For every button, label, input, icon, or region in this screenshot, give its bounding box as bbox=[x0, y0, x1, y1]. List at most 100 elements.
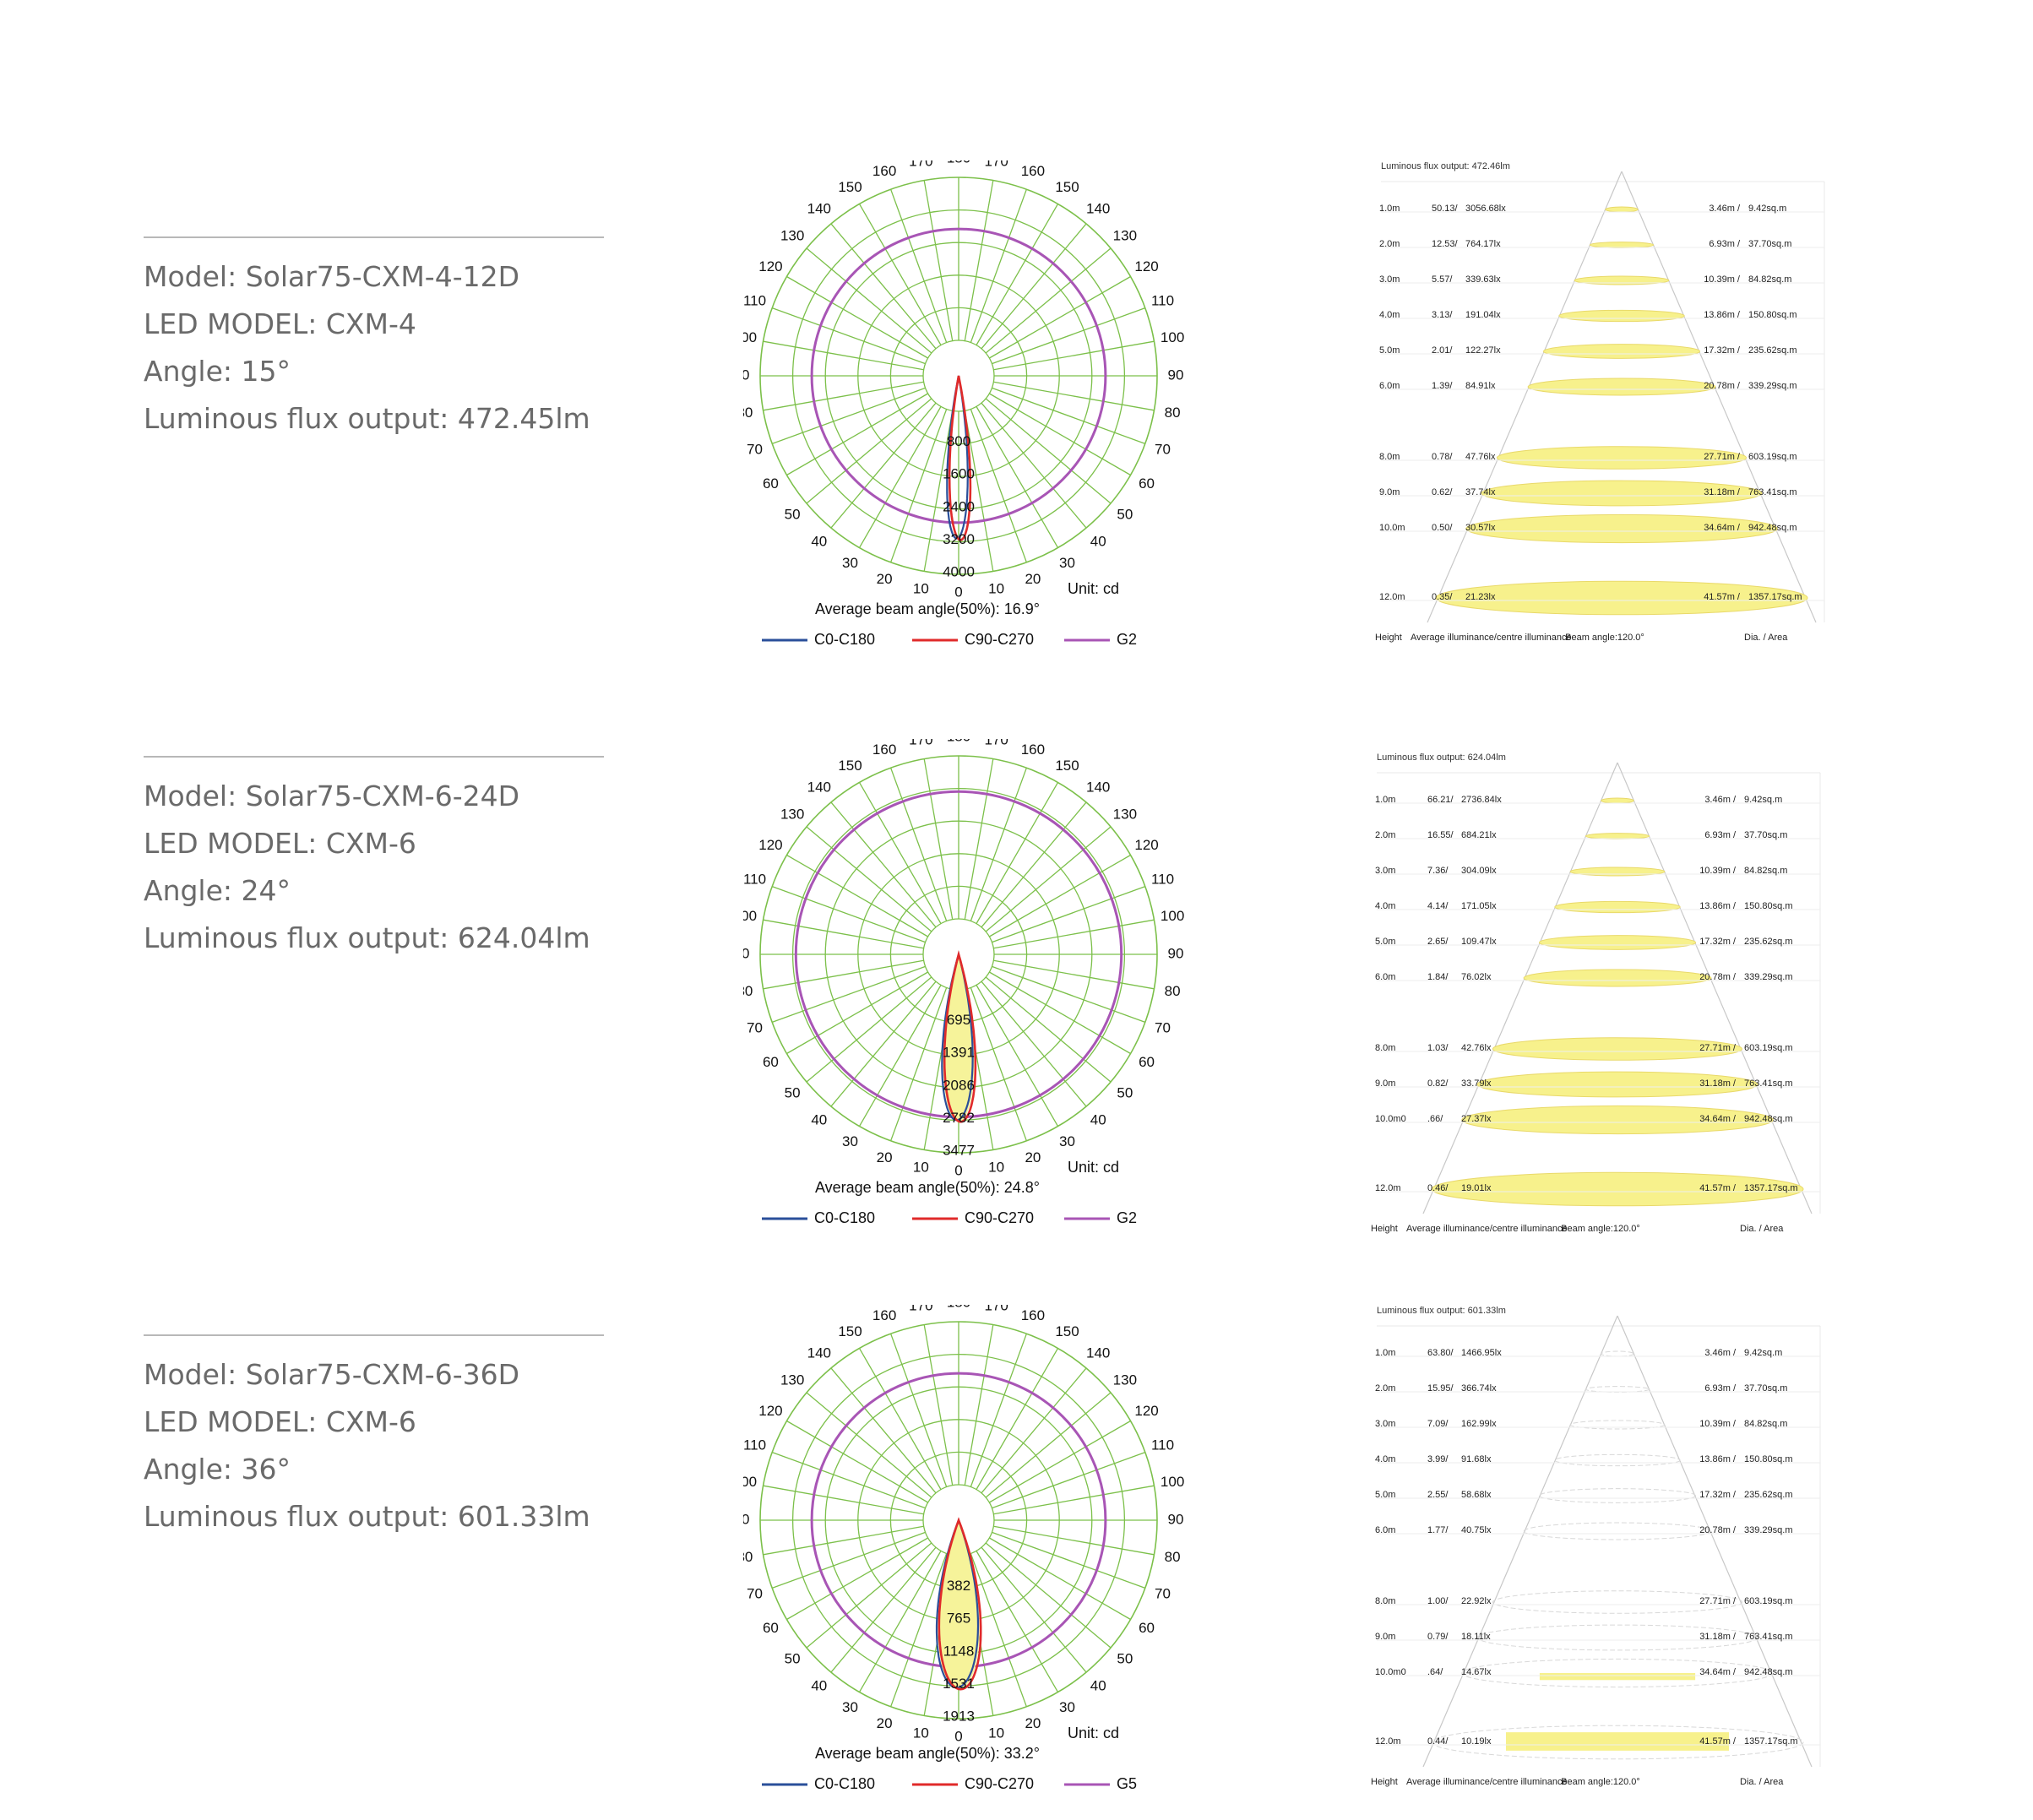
grid-spoke bbox=[806, 826, 932, 932]
grid-spoke bbox=[992, 965, 1146, 1023]
angle-tick-label: 130 bbox=[1113, 1372, 1137, 1388]
angle-text: Angle: 36° bbox=[144, 1453, 291, 1486]
diameter-value: 27.71m / bbox=[1699, 1043, 1737, 1053]
height-value: 6.0m bbox=[1375, 972, 1395, 982]
radial-tick-label: 1148 bbox=[943, 1643, 975, 1659]
angle-tick-label: 80 bbox=[743, 1549, 753, 1565]
grid-spoke bbox=[981, 402, 1087, 529]
cone-row: 8.0m 1.03/42.76lx 27.71m / 603.19sq.m bbox=[1375, 1037, 1820, 1061]
avg-value: 0.50/ bbox=[1432, 523, 1453, 533]
grid-spoke bbox=[786, 275, 928, 359]
footer-dia-area: Dia. / Area bbox=[1740, 1224, 1784, 1234]
diameter-value: 17.32m / bbox=[1699, 1490, 1737, 1500]
diameter-value: 31.18m / bbox=[1699, 1078, 1737, 1089]
angle-tick-label: 40 bbox=[811, 1677, 827, 1693]
diameter-value: 34.64m / bbox=[1704, 523, 1741, 533]
grid-spoke bbox=[970, 767, 1027, 921]
grid-spoke bbox=[989, 1537, 1131, 1621]
illuminance-ellipse bbox=[1465, 513, 1778, 544]
illuminance-ellipse bbox=[1569, 867, 1666, 877]
angle-tick-label: 20 bbox=[1025, 1715, 1041, 1731]
centre-illuminance-value: 191.04lx bbox=[1465, 310, 1501, 320]
cone-footer: Height Average illuminance/centre illumin… bbox=[1375, 633, 1788, 643]
grid-spoke bbox=[923, 180, 954, 341]
area-value: 763.41sq.m bbox=[1748, 487, 1797, 497]
height-value: 1.0m bbox=[1375, 795, 1395, 805]
angle-tick-label: 30 bbox=[1059, 1133, 1075, 1149]
height-value: 1.0m bbox=[1375, 1348, 1395, 1358]
height-value: 10.0m bbox=[1379, 523, 1405, 533]
flux-text: Luminous flux output: 601.33lm bbox=[144, 1500, 590, 1533]
diameter-value: 34.64m / bbox=[1699, 1114, 1737, 1124]
grid-spoke bbox=[830, 981, 937, 1107]
polar-chart-2: 1701601501401301201101009080706050403020… bbox=[743, 739, 1184, 1226]
grid-spoke bbox=[985, 1542, 1112, 1649]
angle-tick-label: 140 bbox=[1086, 780, 1110, 796]
grid-spoke bbox=[771, 1452, 926, 1509]
grid-spoke bbox=[771, 886, 926, 943]
grid-spoke bbox=[964, 410, 994, 572]
radial-tick-label: 2400 bbox=[943, 498, 975, 514]
legend: C0-C180 C90-C270 G2 bbox=[762, 631, 1137, 648]
product-row-3: Model: Solar75-CXM-6-36D LED MODEL: CXM-… bbox=[0, 1165, 2033, 1792]
centre-illuminance-value: 3056.68lx bbox=[1465, 204, 1506, 214]
angle-tick-label: 80 bbox=[743, 983, 753, 999]
diameter-value: 41.57m / bbox=[1699, 1183, 1737, 1193]
angle-tick-label: 130 bbox=[780, 1372, 804, 1388]
cone-row: 10.0m 0.50/30.57lx 34.64m / 942.48sq.m bbox=[1379, 513, 1824, 544]
area-value: 1357.17sq.m bbox=[1744, 1183, 1798, 1193]
height-value: 2.0m bbox=[1375, 1383, 1395, 1394]
area-value: 150.80sq.m bbox=[1748, 310, 1797, 320]
centre-illuminance-value: 27.37lx bbox=[1461, 1114, 1492, 1124]
grid-spoke bbox=[763, 1525, 924, 1556]
angle-tick-label: 40 bbox=[811, 533, 827, 549]
grid-spoke bbox=[993, 1525, 1155, 1556]
diameter-value: 6.93m / bbox=[1704, 1383, 1737, 1394]
grid-spoke bbox=[976, 1348, 1059, 1490]
angle-tick-label: 70 bbox=[747, 1019, 763, 1035]
radial-tick-label: 4000 bbox=[943, 563, 975, 579]
avg-value: 1.00/ bbox=[1427, 1596, 1449, 1606]
area-value: 235.62sq.m bbox=[1744, 937, 1792, 947]
angle-tick-label: 140 bbox=[1086, 1345, 1110, 1361]
legend: C0-C180 C90-C270 G2 bbox=[762, 1209, 1137, 1226]
angle-tick-label: 130 bbox=[1113, 806, 1137, 822]
radial-tick-label: 695 bbox=[947, 1012, 970, 1028]
cone-title: Luminous flux output: 624.04lm bbox=[1377, 752, 1506, 763]
radial-tick-label: 3477 bbox=[943, 1142, 975, 1158]
centre-illuminance-value: 14.67lx bbox=[1461, 1667, 1492, 1677]
centre-illuminance-value: 366.74lx bbox=[1461, 1383, 1497, 1394]
height-value: 9.0m bbox=[1379, 487, 1400, 497]
radial-tick-label: 1391 bbox=[943, 1045, 975, 1061]
centre-illuminance-value: 84.91lx bbox=[1465, 381, 1496, 391]
unit-label: Unit: cd bbox=[1068, 1725, 1119, 1741]
illuminance-ellipse bbox=[1585, 1386, 1650, 1393]
angle-tick-label: 150 bbox=[838, 179, 862, 195]
cone-title: Luminous flux output: 601.33lm bbox=[1377, 1306, 1506, 1316]
area-value: 37.70sq.m bbox=[1744, 830, 1787, 840]
angle-tick-label: 100 bbox=[743, 1474, 757, 1490]
legend-entry: C0-C180 bbox=[814, 631, 875, 648]
avg-value: 1.84/ bbox=[1427, 972, 1449, 982]
grid-spoke bbox=[970, 987, 1027, 1142]
angle-tick-label: 20 bbox=[1025, 571, 1041, 587]
angle-tick-label: 40 bbox=[1090, 1677, 1106, 1693]
diameter-value: 6.93m / bbox=[1704, 830, 1737, 840]
angle-tick-label: 50 bbox=[785, 507, 801, 523]
cone-chart-3: Luminous flux output: 601.33lm 1.0m 63.80/… bbox=[1371, 1306, 1821, 1787]
avg-value: 4.14/ bbox=[1427, 901, 1449, 911]
radial-tick-label: 3200 bbox=[943, 531, 975, 547]
centre-illuminance-value: 684.21lx bbox=[1461, 830, 1497, 840]
angle-labels: 1701601501401301201101009080706050403020… bbox=[743, 160, 1184, 600]
centre-illuminance-value: 764.17lx bbox=[1465, 239, 1501, 249]
avg-value: 15.95/ bbox=[1427, 1383, 1454, 1394]
angle-tick-label: 110 bbox=[743, 872, 766, 888]
height-value: 3.0m bbox=[1375, 1419, 1395, 1429]
angle-tick-label: 40 bbox=[811, 1111, 827, 1127]
grid-spoke bbox=[992, 307, 1146, 365]
grid-spoke bbox=[771, 1531, 926, 1589]
angle-tick-label: 160 bbox=[1021, 742, 1045, 758]
angle-tick-label: 10 bbox=[913, 1725, 929, 1741]
angle-tick-label: 170 bbox=[984, 1305, 1008, 1313]
diameter-value: 13.86m / bbox=[1699, 1454, 1737, 1464]
